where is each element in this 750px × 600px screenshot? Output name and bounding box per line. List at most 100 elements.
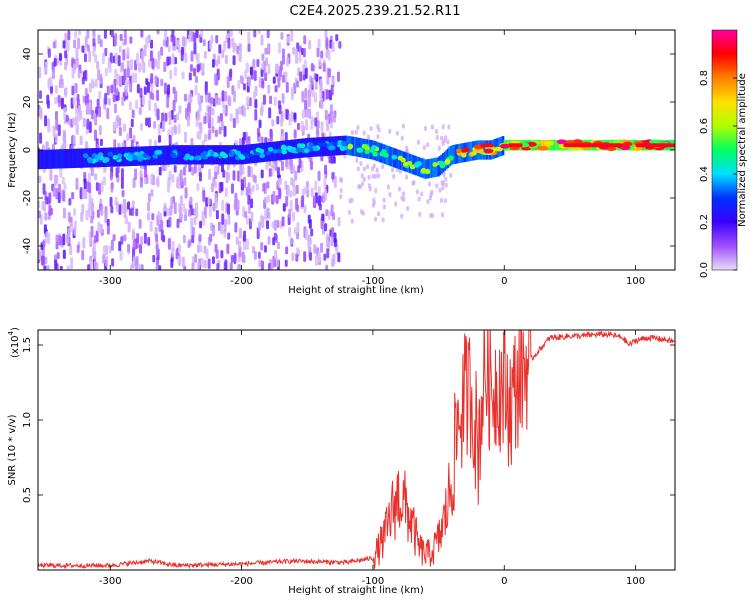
- spectrogram-noise-cell: [81, 249, 85, 261]
- spectrogram-noise-cell: [375, 167, 379, 173]
- spectrogram-noise-cell: [208, 106, 212, 119]
- spectrogram-noise-cell: [82, 237, 86, 249]
- spectrogram-noise-cell: [154, 58, 158, 68]
- spectrogram-noise-cell: [72, 117, 76, 126]
- spectrogram-noise-cell: [217, 221, 221, 231]
- spectrogram-noise-cell: [62, 249, 66, 260]
- spectrogram-peak: [461, 152, 467, 158]
- snr-multiplier: (x104): [7, 327, 21, 358]
- spectrogram-noise-cell: [253, 90, 257, 100]
- spectrogram-noise-cell: [156, 30, 160, 35]
- spectrogram-noise-cell: [220, 222, 224, 235]
- spectrogram-noise-cell: [110, 239, 114, 251]
- spectrogram-noise-cell: [296, 122, 300, 131]
- spectrogram-noise-cell: [443, 198, 447, 204]
- spectrogram-noise-cell: [200, 257, 204, 268]
- spectrogram-noise-cell: [310, 228, 314, 237]
- spectrogram-noise-cell: [110, 205, 114, 214]
- spectrogram-noise-cell: [191, 166, 195, 176]
- spectrogram-band-cell: [360, 138, 363, 158]
- colorbar-label: Normalized spectral amplitude: [737, 73, 748, 227]
- spectrogram-noise-cell: [196, 262, 200, 270]
- spectrogram-noise-cell: [124, 216, 128, 225]
- spectrogram-noise-cell: [203, 259, 207, 269]
- spectrogram-noise-cell: [140, 236, 144, 246]
- spectrogram-band-cell: [434, 157, 437, 178]
- spectrogram-noise-cell: [435, 183, 439, 189]
- spectrogram-noise-cell: [337, 252, 341, 263]
- spectrogram-band-cell: [156, 145, 160, 166]
- spectrogram-noise-cell: [95, 182, 99, 191]
- spectrogram-noise-cell: [127, 243, 131, 252]
- spectrogram-noise-cell: [193, 161, 197, 174]
- snr-x-tick-label: -200: [230, 576, 253, 587]
- spectrogram-noise-cell: [323, 177, 327, 189]
- spectrogram-band-cell: [40, 149, 43, 170]
- spectrogram-y-label: Frequency (Hz): [7, 112, 18, 188]
- spectrogram-noise-cell: [54, 97, 58, 105]
- spectrogram-noise-cell: [441, 124, 445, 130]
- spectrogram-noise-cell: [150, 189, 154, 197]
- spectrogram-noise-cell: [319, 78, 323, 90]
- spectrogram-noise-cell: [57, 183, 61, 193]
- spectrogram-noise-cell: [319, 88, 323, 100]
- spectrogram-noise-cell: [99, 224, 103, 234]
- spectrogram-noise-cell: [167, 237, 171, 250]
- snr-x-tick-label: -300: [99, 576, 122, 587]
- spectrogram-noise-cell: [260, 68, 264, 77]
- spectrogram-noise-cell: [47, 123, 51, 133]
- spectrogram-band-cell: [427, 158, 431, 179]
- spectrogram-peak: [556, 139, 567, 145]
- spectrogram-peak: [276, 148, 283, 154]
- spectrogram-noise-cell: [288, 208, 292, 218]
- spectrogram-noise-cell: [148, 99, 152, 111]
- spectrogram-noise-cell: [331, 41, 335, 53]
- spectrogram-noise-cell: [83, 53, 87, 63]
- spectrogram-noise-cell: [75, 177, 79, 190]
- spectrogram-noise-cell: [232, 55, 236, 66]
- spectrogram-noise-cell: [398, 186, 402, 192]
- spectrogram-noise-cell: [174, 90, 178, 103]
- spectrogram-noise-cell: [238, 240, 242, 249]
- spectrogram-band-cell: [234, 145, 237, 165]
- spectrogram-peak: [483, 148, 494, 154]
- spectrogram-peak: [303, 148, 310, 154]
- spectrogram-noise-cell: [242, 254, 246, 264]
- spectrogram-noise-cell: [289, 237, 293, 246]
- spectrogram-noise-cell: [402, 191, 406, 197]
- spectrogram-noise-cell: [85, 103, 89, 115]
- spectrogram-noise-cell: [181, 46, 185, 55]
- spectrogram-noise-cell: [58, 235, 62, 246]
- spectrogram-noise-cell: [132, 177, 136, 189]
- spectrogram-noise-cell: [371, 173, 375, 179]
- spectrogram-noise-cell: [374, 188, 378, 194]
- spectrogram-noise-cell: [367, 174, 371, 180]
- spectrogram-noise-cell: [333, 175, 337, 188]
- spectrogram-noise-cell: [400, 135, 404, 141]
- spectrogram-noise-cell: [113, 78, 117, 86]
- spectrogram-band-cell: [49, 149, 53, 169]
- spectrogram-noise-cell: [211, 108, 215, 116]
- spectrogram-noise-cell: [145, 78, 149, 86]
- spectrogram-noise-cell: [320, 121, 324, 132]
- spectrogram-noise-cell: [332, 113, 336, 123]
- spectrogram-noise-cell: [98, 125, 102, 136]
- spectrogram-noise-cell: [70, 257, 74, 270]
- spectrogram-noise-cell: [333, 232, 337, 243]
- spectrogram-noise-cell: [313, 92, 317, 103]
- spectrogram-noise-cell: [253, 70, 257, 82]
- spectrogram-noise-cell: [38, 107, 42, 118]
- spectrogram-noise-cell: [323, 253, 327, 261]
- spectrogram-noise-cell: [284, 71, 288, 84]
- spectrogram-noise-cell: [360, 181, 364, 187]
- spectrogram-noise-cell: [230, 254, 234, 263]
- spectrogram-noise-cell: [359, 161, 363, 167]
- spectrogram-noise-cell: [158, 135, 162, 143]
- spectrogram-noise-cell: [61, 176, 65, 185]
- spectrogram-noise-cell: [266, 181, 270, 189]
- spectrogram-noise-cell: [273, 96, 277, 107]
- spectrogram-noise-cell: [194, 84, 198, 96]
- spectrogram-noise-cell: [247, 31, 251, 44]
- spectrogram-peak: [202, 150, 208, 156]
- spectrogram-noise-cell: [196, 63, 200, 73]
